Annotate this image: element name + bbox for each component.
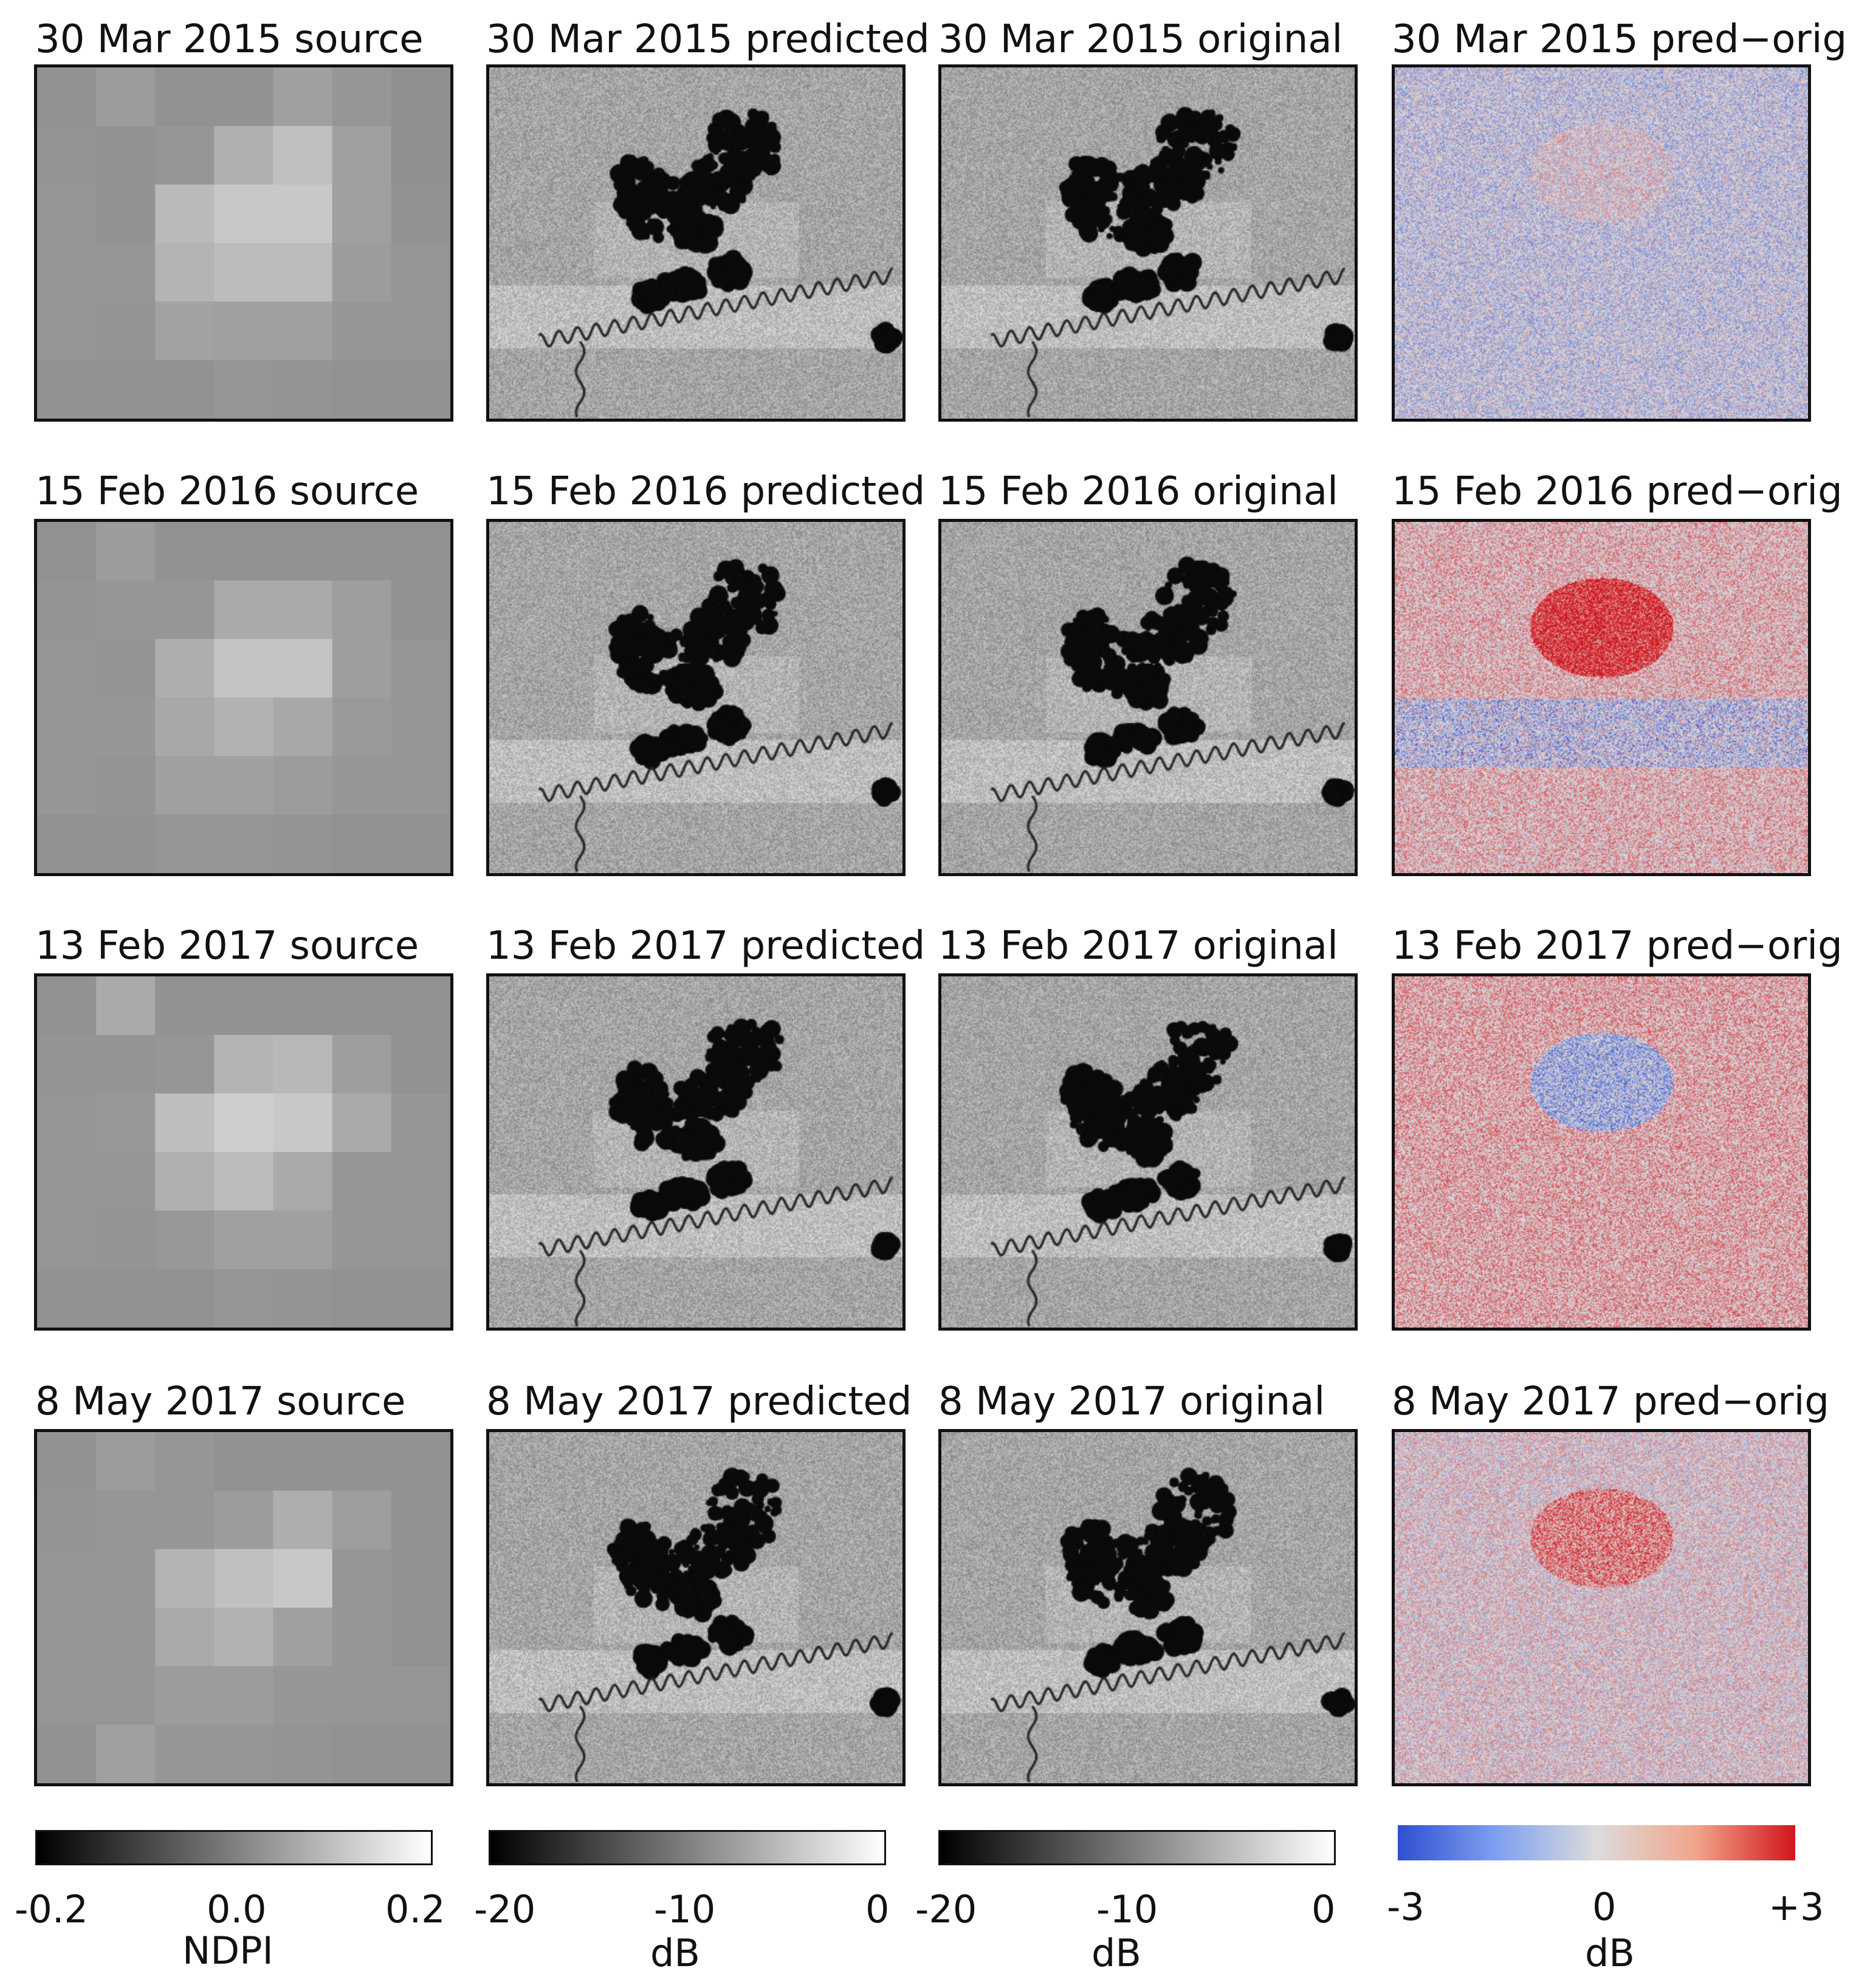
panel-title: 15 Feb 2016 original	[938, 469, 1338, 514]
sar-raster	[489, 67, 902, 419]
source-ndpi-image	[34, 64, 453, 422]
panel-title: 30 Mar 2015 predicted	[486, 17, 930, 62]
colorbar-gradient	[35, 1830, 433, 1865]
panel-title: 13 Feb 2017 predicted	[486, 924, 926, 968]
difference-raster	[1395, 976, 1808, 1328]
panel-title: 13 Feb 2017 original	[938, 924, 1338, 968]
colorbar-tick: -0.2	[15, 1887, 88, 1931]
colorbar-tick: -3	[1387, 1885, 1425, 1929]
colorbar-tick: -20	[915, 1887, 977, 1931]
colorbar-tick: 0	[865, 1887, 890, 1931]
colorbar-unit: dB	[650, 1931, 700, 1975]
panel-title: 15 Feb 2016 predicted	[486, 469, 926, 514]
panel-title: 15 Feb 2016 source	[35, 469, 419, 514]
colorbar-tick: -20	[474, 1887, 536, 1931]
colorbar-unit: dB	[1585, 1931, 1635, 1975]
predicted-sar-image	[486, 1429, 906, 1786]
colorbar-unit: NDPI	[182, 1928, 273, 1973]
colorbar-tick: -10	[654, 1887, 716, 1931]
ndpi-grid	[37, 976, 450, 1328]
difference-map	[1392, 1429, 1811, 1786]
source-ndpi-image	[34, 973, 453, 1331]
sar-raster	[489, 976, 902, 1328]
panel-title: 8 May 2017 predicted	[486, 1379, 912, 1424]
source-ndpi-image	[34, 1429, 453, 1786]
colorbar-tick: 0	[1311, 1887, 1336, 1931]
sar-raster	[941, 522, 1355, 873]
colorbar-tick: 0	[1592, 1885, 1617, 1929]
panel-title: 15 Feb 2016 pred−orig	[1392, 469, 1843, 514]
sar-raster	[489, 522, 902, 873]
sar-raster	[489, 1432, 902, 1783]
colorbar-unit: dB	[1091, 1931, 1141, 1975]
ndpi-grid	[37, 67, 450, 419]
predicted-sar-image	[486, 519, 906, 876]
colorbar-tick: +3	[1768, 1885, 1824, 1929]
ndpi-grid	[37, 522, 450, 873]
original-sar-image	[938, 1429, 1358, 1786]
colorbar-gradient	[489, 1830, 886, 1865]
panel-title: 30 Mar 2015 source	[35, 17, 424, 62]
predicted-sar-image	[486, 973, 906, 1331]
panel-title: 13 Feb 2017 source	[35, 924, 419, 968]
difference-raster	[1395, 522, 1808, 873]
original-sar-image	[938, 973, 1358, 1331]
colorbar-tick: 0.2	[385, 1887, 445, 1931]
sar-raster	[941, 1432, 1355, 1783]
predicted-sar-image	[486, 64, 906, 422]
ndpi-grid	[37, 1432, 450, 1783]
colorbar-gradient	[938, 1830, 1336, 1865]
colorbar-tick: -10	[1096, 1887, 1158, 1931]
sar-raster	[941, 67, 1355, 419]
original-sar-image	[938, 64, 1358, 422]
panel-title: 30 Mar 2015 original	[938, 17, 1343, 62]
source-ndpi-image	[34, 519, 453, 876]
panel-title: 13 Feb 2017 pred−orig	[1392, 924, 1843, 968]
difference-raster	[1395, 67, 1808, 419]
original-sar-image	[938, 519, 1358, 876]
difference-map	[1392, 64, 1811, 422]
difference-map	[1392, 519, 1811, 876]
panel-title: 8 May 2017 source	[35, 1379, 406, 1424]
difference-map	[1392, 973, 1811, 1331]
panel-title: 30 Mar 2015 pred−orig	[1392, 17, 1847, 62]
colorbar-tick: 0.0	[207, 1887, 267, 1931]
sar-raster	[941, 976, 1355, 1328]
colorbar-gradient	[1398, 1825, 1795, 1860]
panel-title: 8 May 2017 original	[938, 1379, 1325, 1424]
panel-title: 8 May 2017 pred−orig	[1392, 1379, 1829, 1424]
difference-raster	[1395, 1432, 1808, 1783]
